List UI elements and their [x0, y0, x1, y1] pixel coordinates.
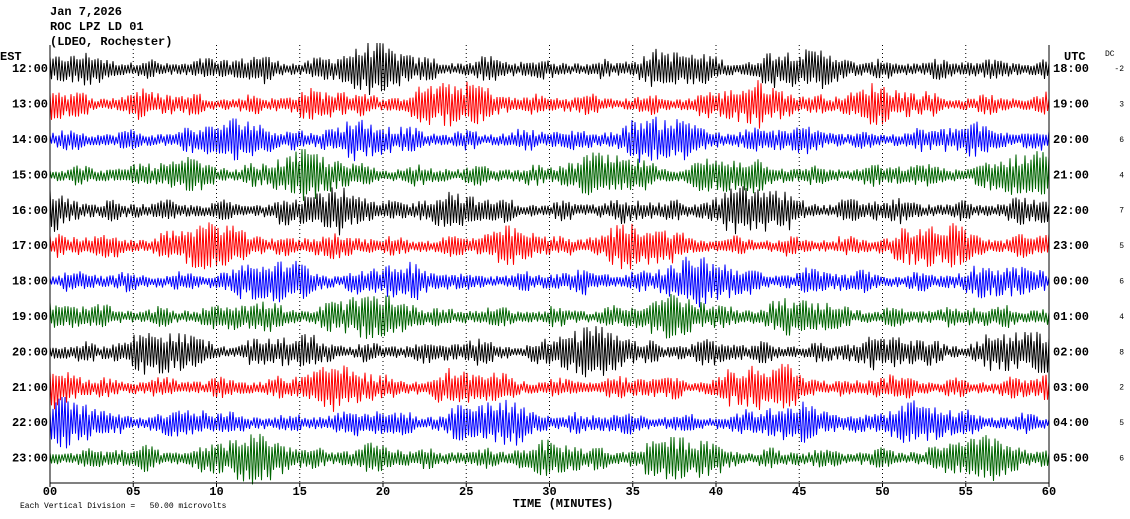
left-label: 20:00 — [12, 345, 48, 359]
trace — [49, 363, 1050, 412]
left-label: 18:00 — [12, 275, 48, 289]
trace — [49, 326, 1050, 378]
dc-value: 6 — [1119, 278, 1124, 287]
x-tick-label: 00 — [43, 485, 57, 499]
right-label: 19:00 — [1053, 98, 1089, 112]
dc-value: 7 — [1119, 207, 1124, 216]
left-label: 22:00 — [12, 416, 48, 430]
left-label: 13:00 — [12, 98, 48, 112]
right-label: 00:00 — [1053, 275, 1089, 289]
x-axis-label: TIME (MINUTES) — [513, 497, 614, 511]
right-label: 23:00 — [1053, 239, 1089, 253]
dc-value: 8 — [1119, 348, 1124, 357]
header-line: Jan 7,2026 — [50, 5, 122, 19]
header-line: (LDEO, Rochester) — [50, 35, 172, 49]
footnote: Each Vertical Division = 50.00 microvolt… — [20, 502, 227, 511]
x-tick-label: 10 — [209, 485, 223, 499]
x-tick-label: 25 — [459, 485, 473, 499]
trace — [49, 222, 1050, 270]
left-label: 12:00 — [12, 62, 48, 76]
trace — [49, 396, 1050, 449]
trace — [49, 116, 1050, 163]
left-label: 14:00 — [12, 133, 48, 147]
dc-value: -2 — [1114, 65, 1124, 74]
left-title: EST — [0, 50, 22, 64]
left-label: 16:00 — [12, 204, 48, 218]
left-label: 15:00 — [12, 168, 48, 182]
left-label: 17:00 — [12, 239, 48, 253]
right-label: 02:00 — [1053, 345, 1089, 359]
dc-value: 6 — [1119, 136, 1124, 145]
x-tick-label: 60 — [1042, 485, 1056, 499]
x-tick-label: 30 — [542, 485, 556, 499]
x-tick-label: 50 — [875, 485, 889, 499]
dc-value: 3 — [1119, 101, 1124, 110]
right-label: 01:00 — [1053, 310, 1089, 324]
x-tick-label: 35 — [626, 485, 640, 499]
x-tick-label: 05 — [126, 485, 140, 499]
right-label: 04:00 — [1053, 416, 1089, 430]
trace — [49, 186, 1050, 236]
right-label: 03:00 — [1053, 381, 1089, 395]
x-tick-label: 45 — [792, 485, 806, 499]
right-label: 22:00 — [1053, 204, 1089, 218]
x-tick-label: 20 — [376, 485, 390, 499]
x-tick-label: 55 — [959, 485, 973, 499]
right-label: 18:00 — [1053, 62, 1089, 76]
right-label: 05:00 — [1053, 452, 1089, 466]
dc-value: 4 — [1119, 171, 1124, 180]
left-label: 23:00 — [12, 452, 48, 466]
left-label: 19:00 — [12, 310, 48, 324]
x-tick-label: 15 — [293, 485, 307, 499]
dc-value: 2 — [1119, 384, 1124, 393]
left-label: 21:00 — [12, 381, 48, 395]
dc-value: 4 — [1119, 313, 1124, 322]
right-label: 20:00 — [1053, 133, 1089, 147]
trace — [49, 293, 1050, 339]
x-tick-label: 40 — [709, 485, 723, 499]
right-title: UTC — [1064, 50, 1086, 64]
trace — [49, 256, 1050, 308]
trace — [49, 80, 1050, 129]
right-label: 21:00 — [1053, 168, 1089, 182]
dc-value: 5 — [1119, 419, 1124, 428]
dc-value: 5 — [1119, 242, 1124, 251]
trace — [49, 433, 1050, 485]
dc-value: 6 — [1119, 455, 1124, 464]
dc-title: DC — [1105, 50, 1115, 59]
header-line: ROC LPZ LD 01 — [50, 20, 144, 34]
